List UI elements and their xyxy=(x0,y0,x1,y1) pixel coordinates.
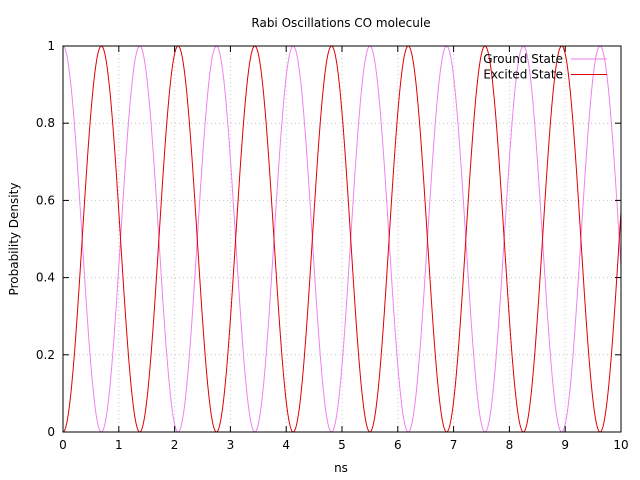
x-tick-label: 9 xyxy=(561,438,569,452)
x-tick-label: 3 xyxy=(227,438,235,452)
series-lines xyxy=(62,45,622,433)
chart-title: Rabi Oscillations CO molecule xyxy=(251,16,430,30)
legend: Ground State Excited State xyxy=(483,52,607,82)
axis-ticks: 0 1 2 3 4 5 6 7 8 9 10 0 0.2 0.4 0.6 0.8 1 xyxy=(36,39,629,452)
x-tick-label: 7 xyxy=(450,438,458,452)
x-tick-label: 4 xyxy=(282,438,290,452)
x-tick-label: 2 xyxy=(171,438,179,452)
y-axis-label: Probability Density xyxy=(7,183,21,296)
legend-label: Ground State xyxy=(483,52,563,66)
x-tick-label: 8 xyxy=(506,438,514,452)
y-tick-label: 0 xyxy=(47,425,55,439)
y-tick-label: 1 xyxy=(47,39,55,53)
y-tick-label: 0.2 xyxy=(36,348,55,362)
y-tick-label: 0.6 xyxy=(36,193,55,207)
series-line-0 xyxy=(62,45,622,433)
x-tick-label: 0 xyxy=(59,438,67,452)
grid-lines xyxy=(63,46,621,432)
x-axis-label: ns xyxy=(334,461,348,475)
x-tick-label: 5 xyxy=(338,438,346,452)
x-tick-label: 6 xyxy=(394,438,402,452)
legend-label: Excited State xyxy=(483,68,563,82)
y-tick-label: 0.4 xyxy=(36,271,55,285)
x-tick-label: 1 xyxy=(115,438,123,452)
x-tick-label: 10 xyxy=(613,438,628,452)
series-line-1 xyxy=(62,45,622,433)
y-tick-label: 0.8 xyxy=(36,116,55,130)
